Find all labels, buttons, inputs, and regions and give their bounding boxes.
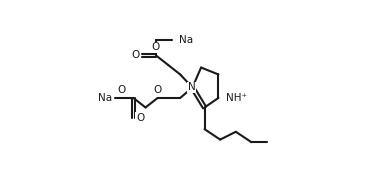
Text: Na: Na [179, 35, 193, 45]
Text: O: O [136, 113, 144, 123]
Text: N: N [188, 82, 195, 93]
Text: O: O [154, 85, 162, 95]
Text: O: O [152, 42, 160, 52]
Text: NH⁺: NH⁺ [226, 93, 247, 103]
Text: Na: Na [98, 93, 112, 103]
Text: O: O [131, 50, 140, 60]
Text: O: O [117, 85, 125, 95]
